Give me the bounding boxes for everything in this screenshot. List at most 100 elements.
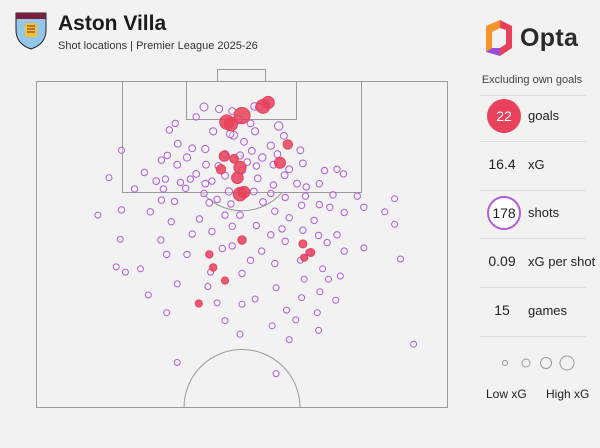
legend-circle-s bbox=[521, 358, 531, 368]
shot-marker bbox=[192, 170, 201, 178]
divider bbox=[480, 190, 586, 191]
shot-marker bbox=[315, 180, 323, 188]
shot-marker bbox=[320, 166, 329, 175]
shot-marker bbox=[278, 225, 286, 233]
opta-mark-icon bbox=[486, 20, 512, 56]
shot-marker bbox=[173, 139, 182, 148]
shot-marker bbox=[336, 272, 344, 280]
goal-marker bbox=[215, 164, 227, 175]
xg-label: xG bbox=[528, 157, 545, 172]
shot-marker bbox=[226, 129, 235, 139]
shot-marker bbox=[202, 160, 210, 169]
shots-label: shots bbox=[528, 205, 560, 220]
page-subtitle: Shot locations | Premier League 2025-26 bbox=[58, 40, 258, 52]
shot-marker bbox=[315, 200, 323, 209]
shot-marker bbox=[253, 174, 262, 183]
shot-marker bbox=[381, 208, 389, 216]
shot-marker bbox=[213, 195, 221, 204]
shot-marker bbox=[299, 159, 307, 168]
shot-marker bbox=[200, 189, 208, 198]
shot-marker bbox=[192, 113, 200, 121]
shot-marker bbox=[161, 175, 170, 183]
shot-marker bbox=[163, 250, 171, 259]
shot-marker bbox=[205, 198, 214, 207]
shot-marker bbox=[353, 192, 361, 200]
shot-marker bbox=[218, 244, 227, 253]
shot-marker bbox=[228, 222, 236, 231]
shot-marker bbox=[340, 247, 348, 255]
shot-marker bbox=[94, 211, 102, 219]
shot-marker bbox=[238, 300, 246, 308]
shot-marker bbox=[227, 200, 235, 208]
shot-marker bbox=[252, 162, 261, 170]
shot-marker bbox=[246, 119, 255, 128]
shot-marker bbox=[167, 218, 176, 226]
shot-marker bbox=[188, 144, 197, 153]
shot-marker bbox=[285, 214, 293, 222]
divider bbox=[480, 238, 586, 239]
legend-circle-m bbox=[540, 357, 552, 369]
shot-marker bbox=[208, 177, 216, 185]
shot-marker bbox=[268, 322, 276, 330]
shot-marker bbox=[182, 153, 192, 162]
shots-layer bbox=[94, 102, 418, 378]
shot-marker bbox=[105, 174, 113, 182]
exclusion-note: Excluding own goals bbox=[481, 74, 583, 86]
shot-marker bbox=[159, 185, 168, 193]
goal-marker bbox=[233, 107, 251, 125]
shot-marker bbox=[323, 238, 331, 247]
shot-marker bbox=[163, 151, 172, 160]
shot-marker bbox=[326, 203, 334, 212]
shot-marker bbox=[319, 265, 327, 273]
shot-marker bbox=[251, 295, 259, 303]
shot-marker bbox=[360, 244, 368, 252]
goal-marker bbox=[298, 239, 308, 249]
shot-marker bbox=[280, 132, 288, 140]
goal-marker bbox=[209, 263, 218, 272]
shot-marker bbox=[144, 291, 152, 299]
shot-marker bbox=[293, 179, 301, 188]
shot-marker bbox=[170, 197, 179, 206]
shot-marker bbox=[315, 326, 323, 334]
shot-marker bbox=[157, 196, 166, 204]
goal-marker bbox=[223, 116, 239, 132]
pitch-shot-map bbox=[36, 69, 448, 408]
shot-marker bbox=[182, 184, 190, 193]
sidebar: Excluding own goals 22 goals 16.4 xG 178… bbox=[472, 68, 595, 428]
goal-marker bbox=[300, 253, 309, 262]
shot-marker bbox=[397, 255, 404, 263]
shot-marker bbox=[195, 215, 204, 223]
shot-marker bbox=[208, 227, 216, 236]
goal-marker bbox=[220, 276, 230, 285]
shot-marker bbox=[391, 195, 399, 203]
games-label: games bbox=[528, 303, 568, 318]
shot-marker bbox=[201, 144, 210, 154]
goal-marker bbox=[282, 139, 294, 150]
shot-marker bbox=[171, 119, 179, 128]
shot-marker bbox=[163, 309, 171, 317]
goal-marker bbox=[237, 235, 247, 245]
shot-marker bbox=[251, 127, 260, 136]
shot-marker bbox=[299, 226, 307, 234]
goals-count-badge: 22 bbox=[487, 99, 521, 133]
divider bbox=[480, 336, 586, 337]
xg-value: 16.4 bbox=[488, 156, 516, 172]
goal-marker bbox=[229, 153, 240, 164]
shot-marker bbox=[302, 183, 310, 191]
shot-marker bbox=[215, 104, 224, 114]
shot-marker bbox=[246, 256, 255, 265]
shot-marker bbox=[121, 268, 129, 276]
divider bbox=[480, 141, 586, 142]
shot-marker bbox=[186, 175, 195, 183]
shot-marker bbox=[339, 170, 348, 178]
shot-marker bbox=[157, 156, 166, 164]
shot-marker bbox=[173, 280, 181, 288]
penalty-spot bbox=[240, 154, 244, 158]
shot-marker bbox=[258, 247, 266, 255]
goal-marker bbox=[233, 160, 247, 174]
shot-marker bbox=[130, 185, 139, 193]
shot-marker bbox=[297, 201, 306, 210]
opta-logo: Opta bbox=[482, 18, 592, 58]
shot-marker bbox=[176, 178, 185, 187]
shot-marker bbox=[238, 269, 246, 278]
